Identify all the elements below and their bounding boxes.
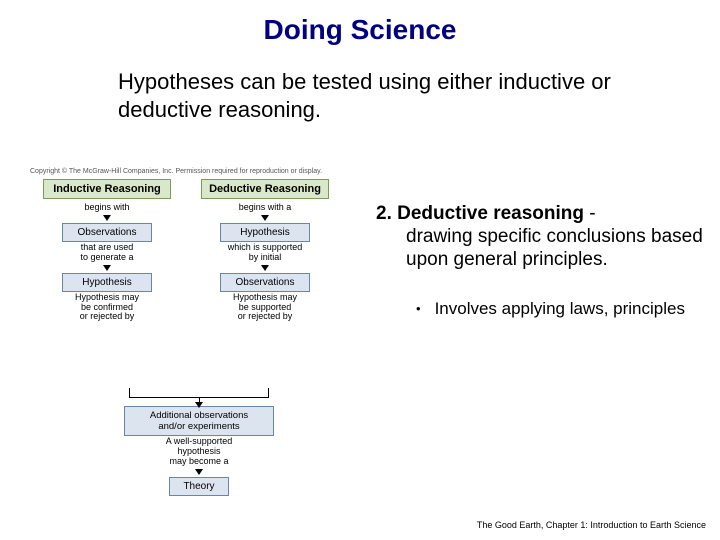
- shared-flow: Additional observations and/or experimen…: [114, 388, 284, 496]
- reasoning-diagram: Copyright © The McGraw-Hill Companies, I…: [18, 168, 368, 323]
- inductive-header: Inductive Reasoning: [43, 179, 171, 199]
- bullet-item: • Involves applying laws, principles: [416, 298, 706, 319]
- down-arrow-icon: [261, 265, 269, 271]
- point-line: 2. Deductive reasoning -: [376, 202, 706, 225]
- deductive-column: Deductive Reasoning begins with a Hypoth…: [200, 179, 330, 323]
- copyright-text: Copyright © The McGraw-Hill Companies, I…: [18, 168, 368, 175]
- connector-text: Hypothesis may be supported or rejected …: [233, 293, 297, 323]
- intro-text: Hypotheses can be tested using either in…: [118, 68, 658, 123]
- down-arrow-icon: [103, 215, 111, 221]
- connector-text: that are used to generate a: [80, 243, 133, 263]
- bullet-text: Involves applying laws, principles: [435, 298, 685, 319]
- slide-title: Doing Science: [0, 0, 720, 46]
- inductive-column: Inductive Reasoning begins with Observat…: [42, 179, 172, 323]
- content-panel: 2. Deductive reasoning - drawing specifi…: [376, 202, 706, 319]
- connector-text: A well-supported hypothesis may become a: [166, 437, 233, 467]
- point-body: drawing specific conclusions based upon …: [406, 225, 706, 271]
- connector-text: begins with a: [239, 203, 292, 213]
- additional-obs-box: Additional observations and/or experimen…: [124, 406, 274, 436]
- theory-box: Theory: [169, 477, 229, 496]
- down-arrow-icon: [195, 469, 203, 475]
- hypothesis-box: Hypothesis: [62, 273, 152, 292]
- observations-box: Observations: [62, 223, 152, 242]
- down-arrow-icon: [261, 215, 269, 221]
- deductive-header: Deductive Reasoning: [201, 179, 329, 199]
- bullet-icon: •: [416, 301, 421, 316]
- point-dash: -: [584, 203, 596, 224]
- hypothesis-box: Hypothesis: [220, 223, 310, 242]
- connector-text: which is supported by initial: [228, 243, 303, 263]
- converge-lines: [119, 388, 279, 406]
- connector-text: begins with: [84, 203, 129, 213]
- down-arrow-icon: [103, 265, 111, 271]
- point-number: 2.: [376, 203, 397, 224]
- connector-text: Hypothesis may be confirmed or rejected …: [75, 293, 139, 323]
- observations-box: Observations: [220, 273, 310, 292]
- footer-citation: The Good Earth, Chapter 1: Introduction …: [477, 520, 706, 530]
- point-heading: Deductive reasoning: [397, 203, 584, 224]
